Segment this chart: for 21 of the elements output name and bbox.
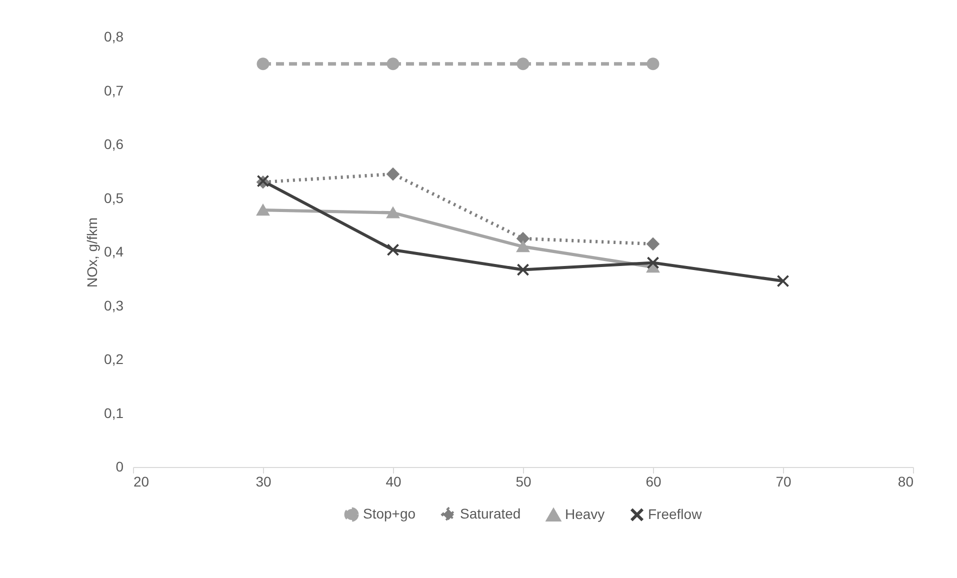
legend-label: Saturated: [460, 506, 521, 522]
y-tick-label: 0,7: [104, 82, 124, 98]
y-tick-label: 0,5: [104, 190, 124, 206]
y-tick-label: 0,3: [104, 297, 124, 314]
x-tick-label: 60: [646, 474, 662, 490]
x-tick-label: 70: [776, 474, 792, 490]
legend-label: Heavy: [565, 506, 605, 522]
x-tick-label: 40: [386, 474, 402, 490]
x-tick-label: 50: [516, 474, 532, 490]
x-tick-label: 80: [898, 474, 914, 490]
x-tick-label: 30: [256, 474, 272, 490]
y-tick-label: 0: [116, 458, 124, 474]
legend-label: Stop+go: [363, 506, 416, 522]
y-tick-label: 0,8: [104, 28, 124, 44]
y-tick-label: 0,1: [104, 404, 124, 421]
y-tick-label: 0,4: [104, 244, 124, 260]
y-tick-label: 0,2: [104, 351, 124, 367]
y-tick-label: 0,6: [104, 136, 124, 152]
x-tick-label: 20: [134, 474, 150, 490]
y-axis-title: NOx, g/fkm: [84, 217, 100, 288]
legend-label: Freeflow: [648, 506, 703, 522]
